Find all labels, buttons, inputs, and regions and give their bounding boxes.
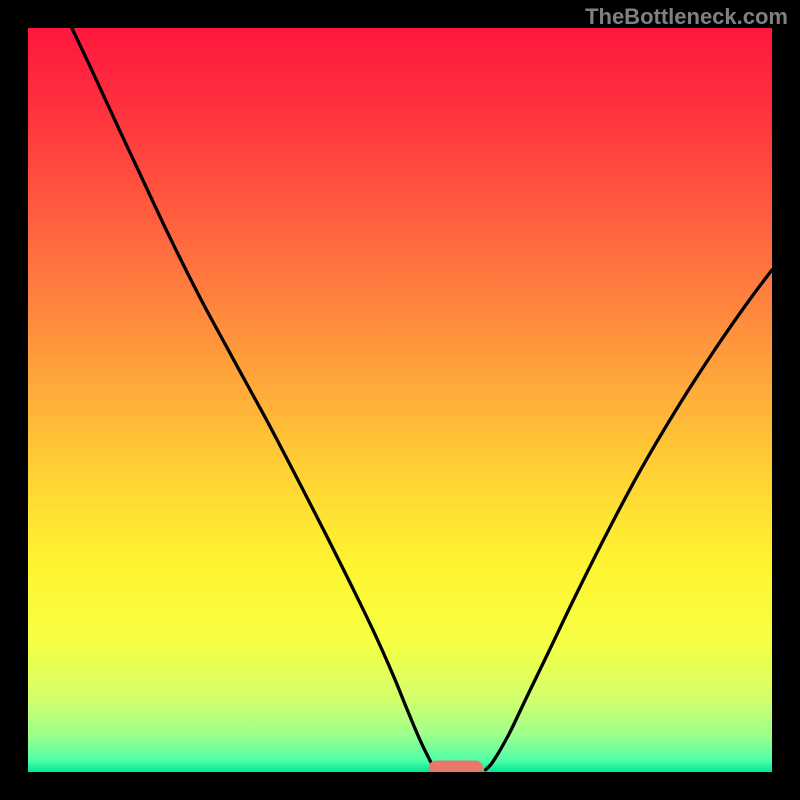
chart-background xyxy=(28,28,772,772)
chart-svg xyxy=(28,28,772,772)
optimal-marker xyxy=(429,760,483,772)
plot-area xyxy=(28,28,772,772)
watermark-text: TheBottleneck.com xyxy=(585,4,788,30)
bottleneck-chart: TheBottleneck.com xyxy=(0,0,800,800)
